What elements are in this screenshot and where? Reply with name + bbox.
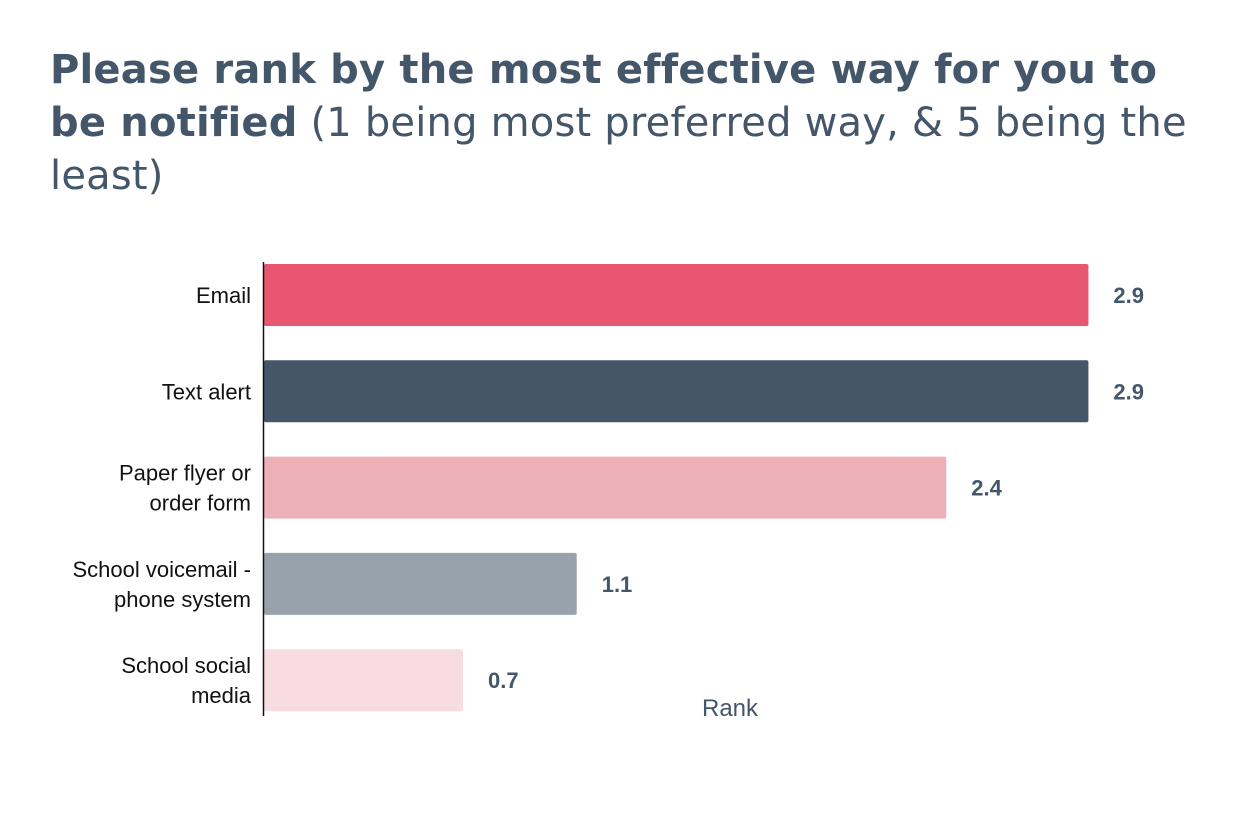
bar-value-label: 2.4 <box>971 476 1002 501</box>
x-axis-label: Rank <box>702 695 759 722</box>
bar-2 <box>264 360 1089 423</box>
category-label-line: Text alert <box>162 379 251 404</box>
chart-title-bold: Please rank by the most effective way fo… <box>50 47 1158 146</box>
chart-title-subtitle: (1 being most preferred way, & 5 being t… <box>50 100 1187 199</box>
category-label-line: order form <box>150 491 251 516</box>
bar-value-label: 2.9 <box>1113 379 1144 404</box>
category-label-line: phone system <box>114 587 251 612</box>
category-label: Paper flyer or order form <box>119 461 251 516</box>
category-label-line: media <box>191 683 252 708</box>
bar-5 <box>264 649 463 712</box>
category-label-line: School social <box>121 653 251 678</box>
bars-group: 2.9 Email 2.9 Text alert 2.4 Paper flyer or or… <box>72 264 1144 712</box>
chart-title: Please rank by the most effective way fo… <box>50 44 1210 203</box>
category-label: Email <box>196 283 251 308</box>
category-label-line: School voicemail - <box>72 557 251 582</box>
category-label-line: Email <box>196 283 251 308</box>
bar-value-label: 1.1 <box>602 572 633 597</box>
category-label: School social media <box>121 653 251 708</box>
bar-value-label: 0.7 <box>488 668 519 693</box>
bar-3 <box>264 456 947 519</box>
bar-4 <box>264 552 577 615</box>
bar-value-label: 2.9 <box>1113 283 1144 308</box>
category-label: School voicemail - phone system <box>72 557 251 612</box>
category-label-line: Paper flyer or <box>119 461 251 486</box>
bar-1 <box>264 264 1089 326</box>
category-label: Text alert <box>162 379 251 404</box>
